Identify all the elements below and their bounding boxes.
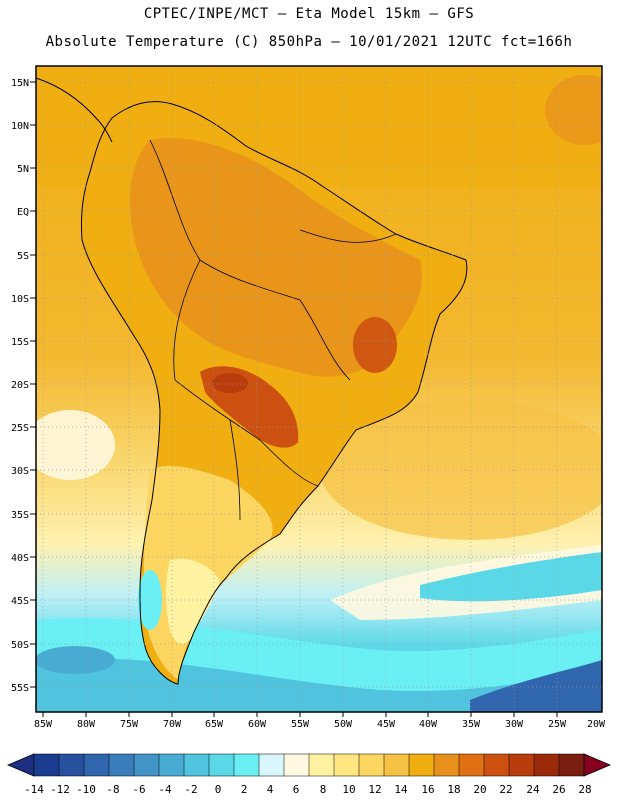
- colorbar-tick: 4: [267, 783, 274, 796]
- cold-tongue-cyan: [420, 552, 602, 602]
- lat-label-10s: 10S: [11, 294, 29, 305]
- colorbar-cell: [83, 753, 110, 777]
- lon-label-70w: 70W: [163, 719, 182, 730]
- colorbar-tick: 8: [320, 783, 327, 796]
- chart-title-line2: Absolute Temperature (C) 850hPa – 10/01/…: [45, 34, 573, 50]
- colorbar-cell: [58, 753, 85, 777]
- colorbar-tick: 6: [293, 783, 300, 796]
- latitude-axis: 15N 10N 5N EQ 5S 10S 15S 20S 25S 30S 35S…: [11, 78, 36, 694]
- colorbar-cell: [183, 753, 210, 777]
- colorbar-tick: 10: [342, 783, 355, 796]
- colorbar-over-arrow: [583, 753, 612, 777]
- central-america-coastline: [35, 77, 113, 143]
- colorbar-cell: [558, 753, 585, 777]
- lon-label-30w: 30W: [505, 719, 524, 730]
- colorbar-ticks: -14 -12 -10 -8 -6 -4 -2 0 2 4 6 8 10 12 …: [24, 783, 592, 796]
- colorbar-cell: [33, 753, 60, 777]
- colorbar-cell: [133, 753, 160, 777]
- colorbar-tick: 16: [421, 783, 434, 796]
- map-frame: [35, 65, 603, 713]
- colorbar-tick: 0: [215, 783, 222, 796]
- lon-label-40w: 40W: [419, 719, 438, 730]
- lat-label-5s: 5S: [17, 251, 29, 262]
- hot-spot-brazil-east: [353, 317, 397, 373]
- colorbar-tick: 2: [241, 783, 248, 796]
- lat-label-50s: 50S: [11, 640, 29, 651]
- colorbar-cell: [383, 753, 410, 777]
- colorbar-tick: -2: [184, 783, 197, 796]
- lon-label-25w: 25W: [548, 719, 567, 730]
- longitude-axis: 85W 80W 75W 70W 65W 60W 55W 50W 45W 40W …: [34, 712, 606, 730]
- colorbar-cell: [108, 753, 135, 777]
- colorbar-cell: [533, 753, 560, 777]
- lon-label-45w: 45W: [377, 719, 396, 730]
- colorbar-cell: [458, 753, 485, 777]
- colorbar-tick: 20: [473, 783, 486, 796]
- lat-label-15s: 15S: [11, 337, 29, 348]
- colorbar-tick: 12: [368, 783, 381, 796]
- lat-label-5n: 5N: [17, 164, 29, 175]
- lat-label-10n: 10N: [11, 121, 29, 132]
- colorbar-cell: [433, 753, 460, 777]
- cold-andes-south: [138, 570, 162, 630]
- colorbar-tick: -10: [76, 783, 96, 796]
- colorbar-cell: [483, 753, 510, 777]
- colorbar-cell: [158, 753, 185, 777]
- colorbar-cell: [308, 753, 335, 777]
- lat-label-40s: 40S: [11, 553, 29, 564]
- lat-label-20s: 20S: [11, 380, 29, 391]
- lat-label-45s: 45S: [11, 596, 29, 607]
- lat-label-eq: EQ: [17, 207, 29, 218]
- country-borders: [149, 139, 397, 521]
- lon-label-20w: 20W: [587, 719, 606, 730]
- cold-patch-southwest: [36, 646, 115, 674]
- colorbar-tick: 14: [394, 783, 408, 796]
- lon-label-85w: 85W: [34, 719, 53, 730]
- colorbar-tick: 26: [552, 783, 565, 796]
- colorbar-cells: [33, 753, 585, 777]
- colorbar: -14 -12 -10 -8 -6 -4 -2 0 2 4 6 8 10 12 …: [6, 753, 612, 796]
- colorbar-cell: [208, 753, 235, 777]
- colorbar-under-arrow: [6, 753, 35, 777]
- south-america-coastline: [81, 101, 468, 685]
- lon-label-75w: 75W: [120, 719, 139, 730]
- warm-ocean-patch-northeast: [545, 75, 602, 145]
- hot-core-paraguay: [212, 373, 248, 393]
- colorbar-cell: [283, 753, 310, 777]
- colorbar-tick: -4: [158, 783, 172, 796]
- pale-pacific-patch: [36, 410, 115, 480]
- lat-label-30s: 30S: [11, 466, 29, 477]
- colorbar-tick: -8: [106, 783, 119, 796]
- colorbar-tick: -14: [24, 783, 44, 796]
- lat-label-55s: 55S: [11, 683, 29, 694]
- colorbar-cell: [408, 753, 435, 777]
- lon-label-50w: 50W: [334, 719, 353, 730]
- pale-patagonia: [165, 558, 220, 644]
- subtropical-east-patch: [320, 400, 602, 540]
- lon-label-80w: 80W: [77, 719, 96, 730]
- chart-title-line1: CPTEC/INPE/MCT – Eta Model 15km – GFS: [143, 6, 475, 22]
- lat-label-15n: 15N: [11, 78, 29, 89]
- lon-label-35w: 35W: [462, 719, 481, 730]
- lon-label-60w: 60W: [248, 719, 267, 730]
- colorbar-cell: [358, 753, 385, 777]
- warm-interior: [130, 138, 422, 377]
- lat-label-35s: 35S: [11, 510, 29, 521]
- colorbar-tick: -12: [50, 783, 70, 796]
- colorbar-tick: 28: [578, 783, 591, 796]
- colorbar-cell: [233, 753, 260, 777]
- colorbar-cell: [258, 753, 285, 777]
- colorbar-tick: 22: [499, 783, 512, 796]
- coldest-patch-southeast: [470, 660, 602, 712]
- colorbar-tick: 18: [447, 783, 460, 796]
- colorbar-tick: -6: [132, 783, 145, 796]
- colorbar-tick: 24: [526, 783, 540, 796]
- colorbar-cell: [508, 753, 535, 777]
- map-field: [36, 66, 602, 712]
- lon-label-55w: 55W: [291, 719, 310, 730]
- colorbar-cell: [333, 753, 360, 777]
- lon-label-65w: 65W: [205, 719, 224, 730]
- lat-label-25s: 25S: [11, 423, 29, 434]
